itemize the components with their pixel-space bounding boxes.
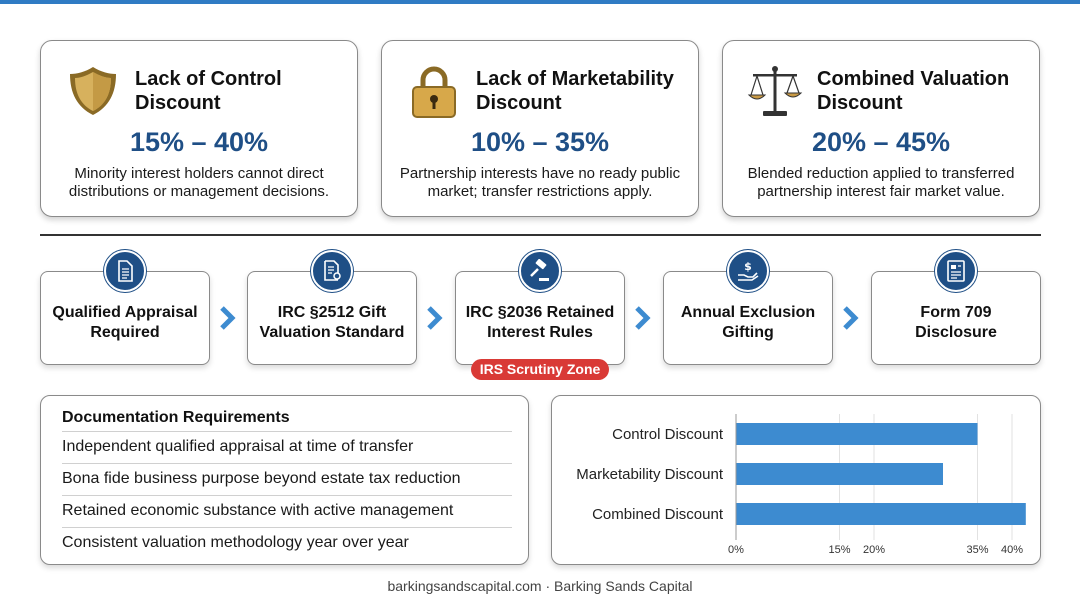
- card-title: Lack of Marketability Discount: [476, 68, 674, 114]
- discount-range: 15% – 40%: [129, 127, 269, 157]
- x-tick-label: 15%: [828, 544, 850, 556]
- discount-bar-chart: 0% 15% 20% 35% 40% Control Discount Marketabil…: [551, 395, 1041, 565]
- category-label: Control Discount: [612, 426, 724, 443]
- chevron-right-icon: [220, 306, 236, 330]
- svg-text:$: $: [744, 260, 752, 273]
- chart-canvas: 0% 15% 20% 35% 40% Control Discount Marketabil…: [576, 414, 1026, 556]
- documentation-requirements: Documentation Requirements Independent q…: [40, 395, 529, 565]
- step-label: IRC §2036 Retained Interest Rules: [465, 304, 615, 341]
- docs-title: Documentation Requirements: [62, 409, 290, 426]
- card-lack-of-control: Lack of Control Discount 15% – 40% Minor…: [40, 40, 358, 217]
- list-item: Bona fide business purpose beyond estate…: [62, 463, 512, 495]
- discount-range: 20% – 45%: [811, 127, 951, 157]
- x-tick-label: 40%: [1001, 544, 1023, 556]
- card-description: Minority interest holders cannot direct …: [68, 165, 330, 200]
- step-label: Annual Exclusion Gifting: [680, 304, 816, 341]
- step-label: Form 709 Disclosure: [915, 304, 997, 341]
- scales-icon: [747, 63, 803, 119]
- list-item: Consistent valuation methodology year ov…: [62, 527, 512, 559]
- irs-scrutiny-badge: IRS Scrutiny Zone: [471, 359, 609, 380]
- category-label: Combined Discount: [592, 506, 724, 523]
- document-icon: [104, 250, 146, 292]
- bar: [736, 503, 1026, 525]
- top-accent-bar: [0, 0, 1080, 4]
- hand-dollar-icon: $: [727, 250, 769, 292]
- card-title: Combined Valuation Discount: [817, 68, 1010, 114]
- bar: [736, 423, 978, 445]
- shield-icon: [65, 63, 121, 119]
- chevron-right-icon: [427, 306, 443, 330]
- x-tick-label: 0%: [728, 544, 744, 556]
- card-combined-valuation: Combined Valuation Discount 20% – 45% Bl…: [722, 40, 1040, 217]
- card-description: Blended reduction applied to transferred…: [747, 165, 1015, 200]
- step-label: Qualified Appraisal Required: [52, 304, 198, 341]
- list-item: Retained economic substance with active …: [62, 495, 512, 527]
- footer-credit: barkingsandscapital.com · Barking Sands …: [387, 578, 693, 594]
- padlock-icon: [406, 63, 462, 119]
- x-tick-label: 35%: [966, 544, 988, 556]
- certificate-icon: [311, 250, 353, 292]
- category-label: Marketability Discount: [576, 466, 724, 483]
- chevron-right-icon: [843, 306, 859, 330]
- card-title: Lack of Control Discount: [135, 68, 282, 114]
- gavel-icon: [519, 250, 561, 292]
- section-divider: [40, 234, 1041, 236]
- bar: [736, 463, 943, 485]
- step-label: IRC §2512 Gift Valuation Standard: [259, 304, 405, 341]
- card-lack-of-marketability: Lack of Marketability Discount 10% – 35%…: [381, 40, 699, 217]
- discount-range: 10% – 35%: [470, 127, 610, 157]
- card-description: Partnership interests have no ready publ…: [399, 165, 681, 200]
- form-icon: [935, 250, 977, 292]
- list-item: Independent qualified appraisal at time …: [62, 431, 512, 463]
- x-tick-label: 20%: [863, 544, 885, 556]
- chevron-right-icon: [635, 306, 651, 330]
